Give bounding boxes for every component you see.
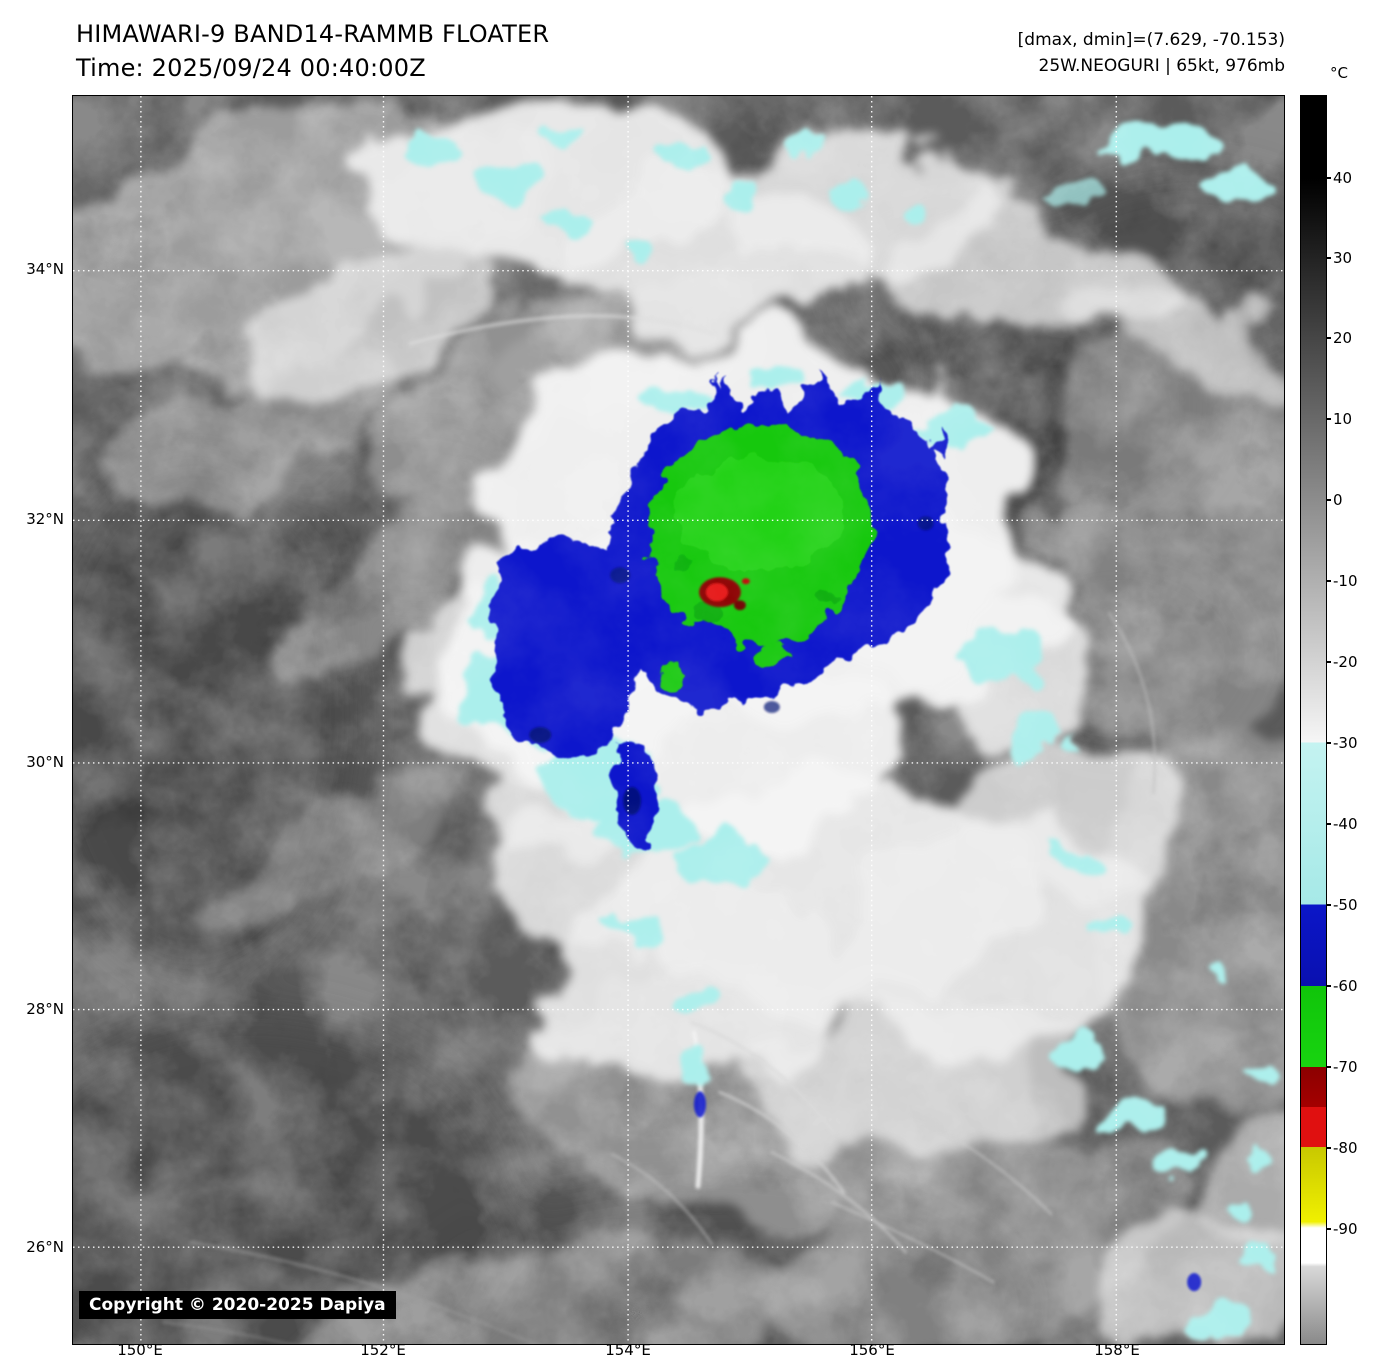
- dmax-dmin-readout: [dmax, dmin]=(7.629, -70.153): [1017, 30, 1285, 50]
- satellite-map: Copyright © 2020-2025 Dapiya: [72, 95, 1285, 1345]
- colorbar-tick-m60: -60: [1326, 977, 1358, 995]
- lon-label-154e: 154°E: [605, 1341, 651, 1359]
- lat-label-26n: 26°N: [26, 1238, 64, 1256]
- colorbar-tick-m30: -30: [1326, 734, 1358, 752]
- colorbar-tick-20: 20: [1325, 329, 1353, 347]
- lon-label-156e: 156°E: [849, 1341, 895, 1359]
- lat-label-28n: 28°N: [26, 1000, 64, 1018]
- colorbar-tick-10: 10: [1325, 410, 1353, 428]
- colorbar-tick-m90: -90: [1326, 1220, 1358, 1238]
- lat-label-34n: 34°N: [26, 260, 64, 278]
- colorbar-tick-m10: -10: [1326, 572, 1358, 590]
- colorbar-tick-m70: -70: [1326, 1058, 1358, 1076]
- colorbar-tick-m80: -80: [1326, 1139, 1358, 1157]
- timestamp: Time: 2025/09/24 00:40:00Z: [76, 54, 426, 82]
- colorbar-tick-30: 30: [1325, 249, 1353, 267]
- latlon-grid: [73, 96, 1284, 1344]
- temperature-colorbar: [1300, 95, 1327, 1345]
- colorbar-unit-label: °C: [1330, 64, 1348, 82]
- colorbar-tick-m40: -40: [1326, 815, 1358, 833]
- satellite-image: [73, 96, 1284, 1344]
- storm-info: 25W.NEOGURI | 65kt, 976mb: [1038, 56, 1285, 76]
- copyright-badge: Copyright © 2020-2025 Dapiya: [79, 1291, 396, 1319]
- lon-label-158e: 158°E: [1094, 1341, 1140, 1359]
- image-grain: [73, 96, 1284, 1344]
- lat-label-30n: 30°N: [26, 753, 64, 771]
- lat-label-32n: 32°N: [26, 510, 64, 528]
- colorbar-tick-m50: -50: [1326, 896, 1358, 914]
- lon-label-152e: 152°E: [360, 1341, 406, 1359]
- lon-label-150e: 150°E: [117, 1341, 163, 1359]
- colorbar-tick-40: 40: [1325, 169, 1353, 187]
- colorbar-tick-m20: -20: [1326, 653, 1358, 671]
- colorbar-tick-0: 0: [1326, 491, 1343, 509]
- page-title: HIMAWARI-9 BAND14-RAMMB FLOATER: [76, 20, 550, 48]
